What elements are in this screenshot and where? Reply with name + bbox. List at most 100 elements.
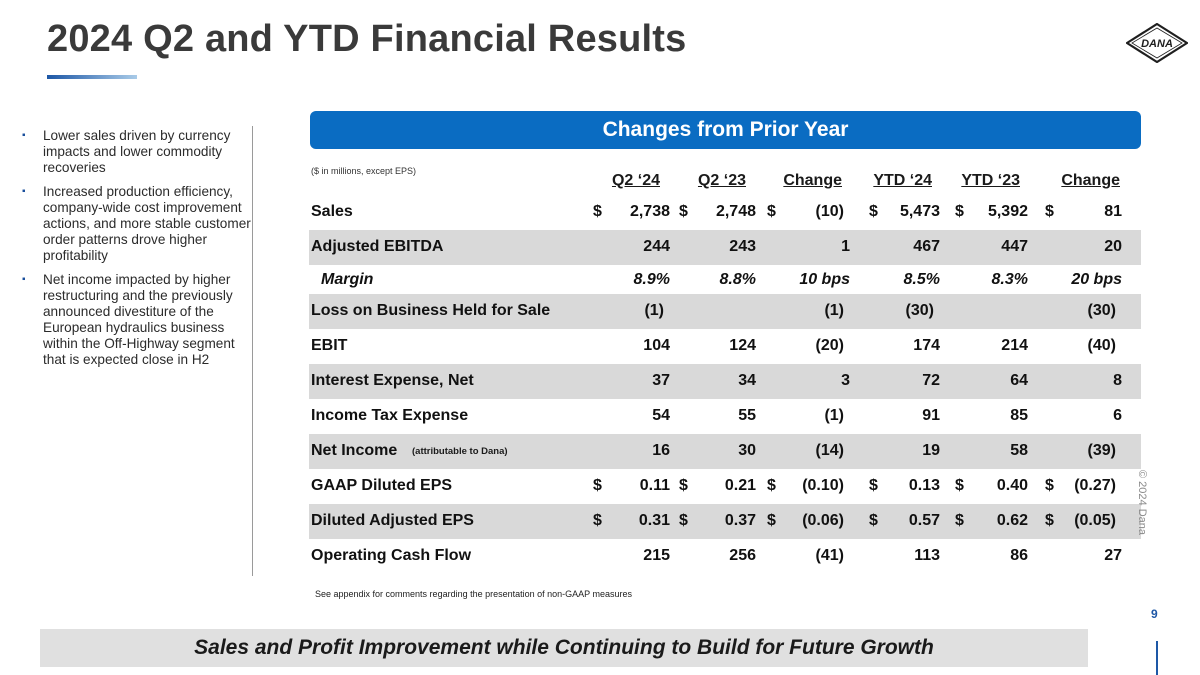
table-cell: 214: [1001, 337, 1028, 354]
table-cell: 0.13: [908, 477, 940, 494]
table-cell: 3: [841, 372, 850, 389]
currency-symbol: $: [679, 477, 688, 494]
table-cell: (1): [644, 302, 664, 319]
table-cell: 0.62: [996, 512, 1028, 529]
table-row: Sales $2,738 $2,748 $ (10) $5,473 $5,392 $81: [309, 195, 1141, 230]
currency-symbol: $: [955, 203, 964, 220]
table-cell: (1): [824, 407, 844, 424]
bullet-marker-icon: ▪: [22, 186, 26, 197]
row-label: Margin: [321, 271, 374, 288]
footnote: See appendix for comments regarding the …: [315, 589, 633, 599]
table-cell: (0.27): [1074, 477, 1116, 494]
table-cell: 30: [738, 442, 756, 459]
table-cell: 0.11: [639, 477, 670, 494]
summary-bullets: ▪ Lower sales driven by currency impacts …: [22, 128, 254, 376]
row-label: EBIT: [311, 337, 348, 354]
page-number: 9: [1151, 607, 1158, 621]
table-cell: 5,473: [899, 203, 940, 220]
column-header-ytd-change: Change: [1061, 172, 1120, 189]
row-label: GAAP Diluted EPS: [311, 477, 453, 494]
row-label: Sales: [311, 203, 353, 220]
table-row: Loss on Business Held for Sale (1) (1) (30)…: [309, 294, 1141, 329]
row-label: Interest Expense, Net: [311, 372, 474, 389]
vertical-divider: [252, 126, 253, 576]
currency-symbol: $: [767, 512, 776, 529]
page-title: 2024 Q2 and YTD Financial Results: [47, 18, 687, 60]
table-cell: 6: [1113, 407, 1122, 424]
table-cell: 58: [1010, 442, 1028, 459]
bullet-item: ▪ Lower sales driven by currency impacts …: [22, 128, 231, 175]
table-cell: 8.3%: [991, 271, 1028, 288]
table-cell: 37: [652, 372, 670, 389]
table-row: Operating Cash Flow 215 256 (41) 113 86 27: [309, 539, 1141, 574]
units-note: ($ in millions, except EPS): [311, 166, 417, 176]
table-cell: 10 bps: [799, 271, 850, 288]
table-cell: 124: [729, 337, 756, 354]
currency-symbol: $: [1045, 512, 1054, 529]
table-row: EBIT 104 124 (20) 174 214 (40): [309, 329, 1141, 364]
table-cell: 8: [1113, 372, 1122, 389]
table-row: Interest Expense, Net 37 34 3 72 64 8: [309, 364, 1141, 399]
table-cell: 244: [643, 238, 670, 255]
table-cell: 215: [643, 547, 670, 564]
page-accent-bar: [1156, 641, 1158, 675]
table-cell: 85: [1010, 407, 1028, 424]
table-cell: (10): [815, 203, 844, 220]
table-cell: 113: [914, 547, 940, 564]
table-cell: (40): [1087, 337, 1116, 354]
table-row: Margin 8.9% 8.8% 10 bps 8.5% 8.3% 20 bps: [309, 265, 1141, 294]
tagline: Sales and Profit Improvement while Conti…: [40, 629, 1088, 667]
currency-symbol: $: [955, 477, 964, 494]
table-cell: 64: [1010, 372, 1028, 389]
table-cell: 2,738: [629, 203, 670, 220]
table-cell: 20 bps: [1071, 271, 1122, 288]
bullet-marker-icon: ▪: [22, 274, 26, 285]
table-cell: 16: [652, 442, 670, 459]
currency-symbol: $: [593, 203, 602, 220]
table-cell: (30): [905, 302, 934, 319]
table-cell: 467: [913, 238, 940, 255]
table-cell: 34: [738, 372, 756, 389]
column-header-ytd-24: YTD ‘24: [873, 172, 932, 189]
table-cell: 256: [729, 547, 756, 564]
changes-banner: Changes from Prior Year: [310, 111, 1141, 149]
table-cell: 0.40: [996, 477, 1028, 494]
row-label: Income Tax Expense: [311, 407, 469, 424]
currency-symbol: $: [869, 203, 878, 220]
currency-symbol: $: [679, 203, 688, 220]
currency-symbol: $: [767, 477, 776, 494]
table-cell: (0.06): [802, 512, 844, 529]
table-cell: 0.31: [638, 512, 670, 529]
currency-symbol: $: [1045, 477, 1054, 494]
logo-text: DANA: [1141, 38, 1173, 50]
table-cell: 0.37: [724, 512, 756, 529]
row-label: Adjusted EBITDA: [311, 238, 444, 255]
table-cell: 243: [729, 238, 756, 255]
row-label: Diluted Adjusted EPS: [311, 512, 474, 529]
table-cell: 104: [643, 337, 670, 354]
table-cell: 0.21: [724, 477, 756, 494]
table-cell: 86: [1010, 547, 1028, 564]
dana-logo: DANA: [1126, 23, 1188, 63]
table-cell: 8.9%: [633, 271, 670, 288]
table-cell: (1): [824, 302, 844, 319]
table-cell: (30): [1087, 302, 1116, 319]
currency-symbol: $: [955, 512, 964, 529]
table-cell: 54: [652, 407, 670, 424]
table-cell: 447: [1001, 238, 1028, 255]
table-row: Diluted Adjusted EPS $0.31 $0.37 $ (0.06) $0.…: [309, 504, 1141, 539]
table-cell: 1: [841, 238, 850, 255]
table-row: GAAP Diluted EPS $0.11 $0.21 $ (0.10) $0.13 $0…: [309, 469, 1141, 504]
bullet-item: ▪ Net income impacted by higher restructu…: [22, 272, 235, 367]
currency-symbol: $: [679, 512, 688, 529]
table-cell: 27: [1104, 547, 1122, 564]
table-cell: 8.5%: [903, 271, 940, 288]
title-underline: [47, 75, 137, 79]
table-cell: 72: [922, 372, 940, 389]
row-label: Operating Cash Flow: [311, 547, 472, 564]
table-cell: 8.8%: [719, 271, 756, 288]
copyright: © 2024 Dana: [1136, 470, 1148, 535]
table-cell: 20: [1104, 238, 1122, 255]
currency-symbol: $: [767, 203, 776, 220]
table-cell: 81: [1104, 203, 1122, 220]
